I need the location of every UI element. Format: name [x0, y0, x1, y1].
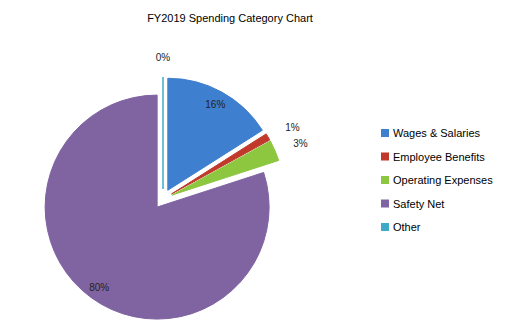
- legend-label: Wages & Salaries: [393, 127, 481, 139]
- legend-swatch: [381, 200, 389, 208]
- legend-swatch: [381, 176, 389, 184]
- data-label: 16%: [205, 99, 225, 110]
- title: FY2019 Spending Category Chart: [147, 12, 313, 24]
- legend-swatch: [381, 223, 389, 231]
- legend: Wages & Salaries Employee Benefits Operati…: [381, 127, 493, 233]
- data-label: 0%: [156, 52, 171, 63]
- legend-label: Employee Benefits: [393, 151, 485, 163]
- legend-label: Safety Net: [393, 198, 444, 210]
- slice: [45, 95, 269, 319]
- data-label: 3%: [293, 138, 308, 149]
- legend-swatch: [381, 153, 389, 161]
- legend-swatch: [381, 129, 389, 137]
- legend-label: Operating Expenses: [393, 174, 493, 186]
- slices: [45, 77, 279, 319]
- slice: [163, 77, 164, 189]
- data-label: 1%: [285, 122, 300, 133]
- chart: FY2019 Spending Category Chart 16% 1% 3% 80%…: [0, 0, 522, 335]
- data-label: 80%: [89, 282, 109, 293]
- legend-label: Other: [393, 221, 421, 233]
